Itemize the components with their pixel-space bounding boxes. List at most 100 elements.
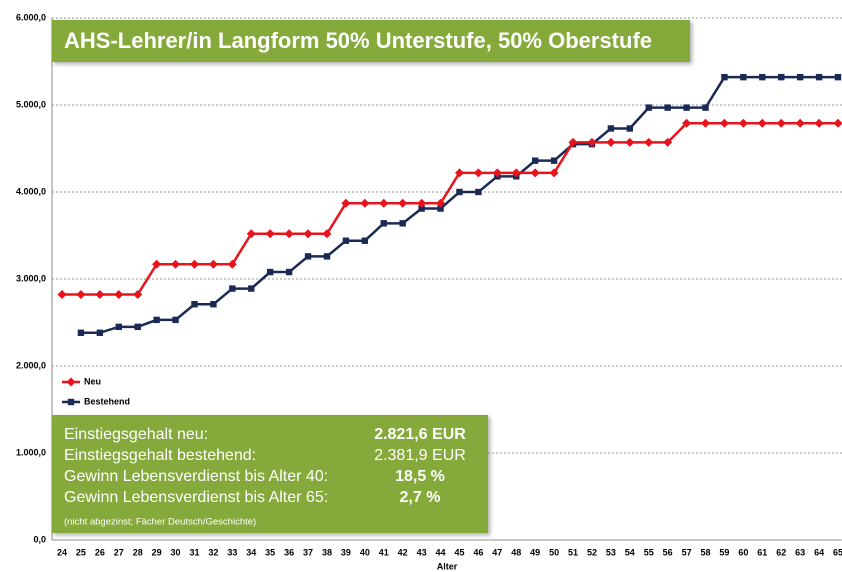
x-tick-label: 46 [473, 547, 483, 557]
x-tick-label: 39 [341, 547, 351, 557]
marker [171, 259, 181, 269]
marker [246, 229, 256, 239]
x-tick-label: 63 [795, 547, 805, 557]
marker [341, 198, 351, 208]
legend: Neu Bestehend [62, 376, 130, 406]
x-tick-label: 62 [776, 547, 786, 557]
x-tick-label: 45 [454, 547, 464, 557]
marker [719, 118, 729, 128]
info-label: Gewinn Lebensverdienst bis Alter 40: [64, 468, 328, 485]
x-tick-label: 30 [171, 547, 181, 557]
marker [663, 137, 673, 147]
x-tick-label: 32 [208, 547, 218, 557]
marker [229, 285, 236, 292]
x-tick-label: 53 [606, 547, 616, 557]
marker [796, 73, 804, 81]
plot [57, 73, 842, 336]
marker [436, 198, 446, 208]
x-tick-label: 26 [95, 547, 105, 557]
marker [153, 316, 160, 324]
info-note: (nicht abgezinst; Fächer Deutsch/Geschic… [64, 517, 256, 528]
marker [227, 259, 237, 269]
x-tick-label: 58 [701, 547, 711, 557]
marker [776, 118, 786, 128]
marker [266, 268, 274, 276]
marker [95, 290, 105, 300]
marker [814, 118, 824, 128]
x-tick-label: 24 [57, 547, 67, 557]
x-axis-label: Alter [437, 561, 458, 571]
marker [795, 118, 805, 128]
y-tick-label: 3.000,0 [16, 273, 46, 283]
chart-title: AHS-Lehrer/in Langform 50% Unterstufe, 5… [64, 28, 652, 53]
marker [701, 118, 711, 128]
marker [114, 290, 124, 300]
marker [360, 198, 370, 208]
marker [833, 118, 842, 128]
marker [645, 104, 652, 111]
marker [77, 329, 85, 336]
marker [342, 237, 350, 244]
grid: 0,0 1.000,0 2.000,0 3.000,0 4.000,0 5.000,0 6.… [16, 12, 842, 557]
x-tick-label: 33 [227, 547, 237, 557]
y-tick-label: 1.000,0 [16, 447, 46, 457]
x-tick-label: 42 [398, 547, 408, 557]
x-tick-label: 57 [682, 547, 692, 557]
marker [134, 323, 141, 331]
marker [721, 73, 728, 81]
marker [115, 323, 122, 331]
x-tick-label: 40 [360, 547, 370, 557]
marker [303, 229, 313, 239]
info-value: 2.821,6 EUR [374, 426, 466, 443]
marker [248, 285, 255, 292]
marker [664, 104, 671, 111]
marker [399, 220, 406, 227]
marker [606, 137, 616, 147]
x-tick-label: 31 [189, 547, 199, 557]
marker [380, 220, 387, 227]
marker [531, 157, 539, 164]
marker [549, 168, 559, 178]
info-value: 18,5 % [395, 468, 445, 485]
x-tick-label: 43 [417, 547, 427, 557]
y-tick-label: 6.000,0 [16, 12, 46, 22]
x-tick-label: 56 [663, 547, 673, 557]
marker [454, 168, 464, 178]
info-value: 2,7 % [400, 489, 441, 506]
x-tick-label: 34 [246, 547, 256, 557]
marker [323, 253, 331, 260]
x-tick-label: 48 [511, 547, 521, 557]
info-label: Einstiegsgehalt bestehend: [64, 447, 256, 464]
marker [626, 125, 634, 132]
marker [683, 104, 690, 111]
marker [437, 205, 444, 212]
marker [66, 377, 76, 387]
marker [473, 168, 483, 178]
marker [492, 168, 502, 178]
y-tick-label: 5.000,0 [16, 99, 46, 109]
marker [133, 290, 143, 300]
marker [76, 290, 86, 300]
marker [759, 73, 766, 81]
info-box [52, 415, 488, 533]
marker [418, 205, 425, 212]
y-tick-label: 4.000,0 [16, 186, 46, 196]
title-box [52, 20, 690, 62]
x-tick-label: 35 [265, 547, 275, 557]
marker [191, 301, 198, 308]
marker [475, 188, 482, 196]
marker [550, 157, 558, 164]
marker [189, 259, 199, 269]
marker [417, 198, 427, 208]
marker [284, 229, 294, 239]
marker [57, 290, 67, 300]
marker [379, 198, 389, 208]
x-tick-label: 37 [303, 547, 313, 557]
marker [738, 118, 748, 128]
marker [265, 229, 275, 239]
marker [511, 168, 521, 178]
x-tick-label: 29 [152, 547, 162, 557]
marker [172, 316, 179, 324]
marker [740, 73, 747, 81]
